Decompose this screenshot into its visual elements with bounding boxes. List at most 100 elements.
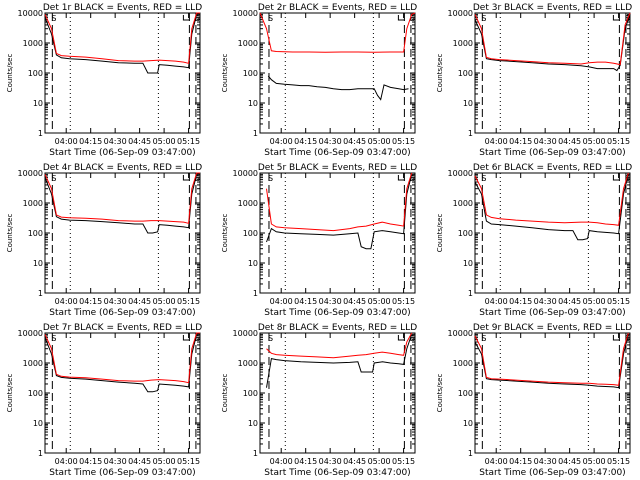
detector-panel-1: Det 1r BLACK = Events, RED = LLD Counts/s… [6,3,202,158]
y-tick-label: 1 [38,449,43,458]
x-tick-label: 04:00 [55,297,78,306]
x-tick-label: 04:15 [509,457,532,466]
detector-panel-9: Det 9r BLACK = Events, RED = LLD Counts/s… [436,323,632,478]
x-tick-label: 04:15 [294,297,317,306]
y-axis-label: Counts/sec [6,214,14,253]
x-tick-label: 05:00 [583,137,606,146]
saa-marker-label: S [268,334,273,343]
x-tick-label: 05:15 [392,457,415,466]
detector-panel-4: Det 4r BLACK = Events, RED = LLD Counts/s… [6,163,202,318]
y-tick-label: 10000 [18,9,43,18]
saa-marker-label: S [481,334,486,343]
y-tick-label: 10000 [448,169,473,178]
x-axis-label: Start Time (06-Sep-09 03:47:00) [479,148,625,158]
plot-frame [474,12,631,134]
saa-marker-label: S [195,14,200,23]
detector-panel-6: Det 6r BLACK = Events, RED = LLD Counts/s… [436,163,632,318]
x-axis-label: Start Time (06-Sep-09 03:47:00) [264,148,410,158]
x-tick-label: 04:30 [104,137,127,146]
series-events-line [266,174,413,250]
y-tick-label: 100 [458,69,473,78]
plot-frame [44,12,201,134]
plot-title: Det 1r BLACK = Events, RED = LLD [43,3,202,13]
saa-marker-label: S [410,14,415,23]
series-lld-line [259,12,416,53]
x-tick-label: 05:00 [368,457,391,466]
y-tick-label: 100 [243,69,258,78]
y-tick-label: 1 [253,289,258,298]
y-tick-label: 10 [248,99,258,108]
x-tick-label: 04:45 [128,457,151,466]
y-tick-label: 10 [33,99,43,108]
x-tick-label: 04:00 [270,297,293,306]
y-tick-label: 1000 [238,39,258,48]
saa-marker-label: S [51,334,56,343]
bracket-marker [397,335,405,341]
plot-frame [474,172,631,294]
series-lld-line [266,172,413,232]
saa-marker-label: S [410,334,415,343]
x-tick-label: 04:00 [55,137,78,146]
series-lld-line [44,12,200,64]
x-tick-label: 05:00 [368,137,391,146]
y-tick-label: 1000 [238,359,258,368]
y-axis-label: Counts/sec [436,374,444,413]
y-tick-label: 10 [463,259,473,268]
plot-title: Det 6r BLACK = Events, RED = LLD [473,163,632,173]
x-tick-label: 04:30 [104,457,127,466]
x-tick-label: 04:45 [128,297,151,306]
y-tick-label: 10 [463,419,473,428]
y-tick-label: 100 [28,389,43,398]
x-tick-label: 04:30 [319,457,342,466]
y-tick-label: 10000 [18,329,43,338]
series-events-line [474,334,629,389]
x-tick-label: 05:15 [607,297,630,306]
x-tick-label: 04:30 [534,137,557,146]
saa-marker-label: S [481,14,486,23]
series-lld-line [44,172,200,224]
x-axis-label: Start Time (06-Sep-09 03:47:00) [479,308,625,318]
x-axis-label: Start Time (06-Sep-09 03:47:00) [264,468,410,478]
y-tick-label: 1 [468,289,473,298]
x-tick-label: 04:30 [534,457,557,466]
y-tick-label: 100 [243,229,258,238]
plot-frame [259,12,416,134]
x-tick-label: 04:45 [343,457,366,466]
series-events-line [44,172,201,234]
y-tick-label: 10 [463,99,473,108]
x-tick-label: 04:30 [319,297,342,306]
x-tick-label: 05:15 [177,297,200,306]
plot-frame [44,332,201,454]
y-tick-label: 1000 [23,359,43,368]
y-tick-label: 100 [458,229,473,238]
saa-marker-label: S [268,14,273,23]
y-tick-label: 100 [28,229,43,238]
x-tick-label: 05:00 [368,297,391,306]
y-axis-label: Counts/sec [436,54,444,93]
x-tick-label: 04:15 [294,457,317,466]
y-tick-label: 1000 [238,199,258,208]
y-tick-label: 100 [243,389,258,398]
series-events-line [474,174,629,241]
x-tick-label: 04:45 [558,297,581,306]
series-lld-line [266,332,413,359]
bracket-marker [612,15,620,21]
y-tick-label: 10 [248,259,258,268]
y-axis-label: Counts/sec [221,214,229,253]
bracket-marker [182,175,190,181]
y-tick-label: 1 [468,449,473,458]
series-events-line [266,334,413,388]
x-tick-label: 05:00 [153,297,176,306]
y-tick-label: 1 [468,129,473,138]
x-tick-label: 04:30 [534,297,557,306]
x-axis-label: Start Time (06-Sep-09 03:47:00) [264,308,410,318]
x-axis-label: Start Time (06-Sep-09 03:47:00) [49,148,195,158]
x-tick-label: 05:00 [153,137,176,146]
x-tick-label: 05:15 [177,137,200,146]
x-tick-label: 04:45 [343,297,366,306]
plot-title: Det 7r BLACK = Events, RED = LLD [43,323,202,333]
plot-title: Det 5r BLACK = Events, RED = LLD [258,163,417,173]
saa-marker-label: S [481,174,486,183]
series-lld-line [474,12,631,66]
